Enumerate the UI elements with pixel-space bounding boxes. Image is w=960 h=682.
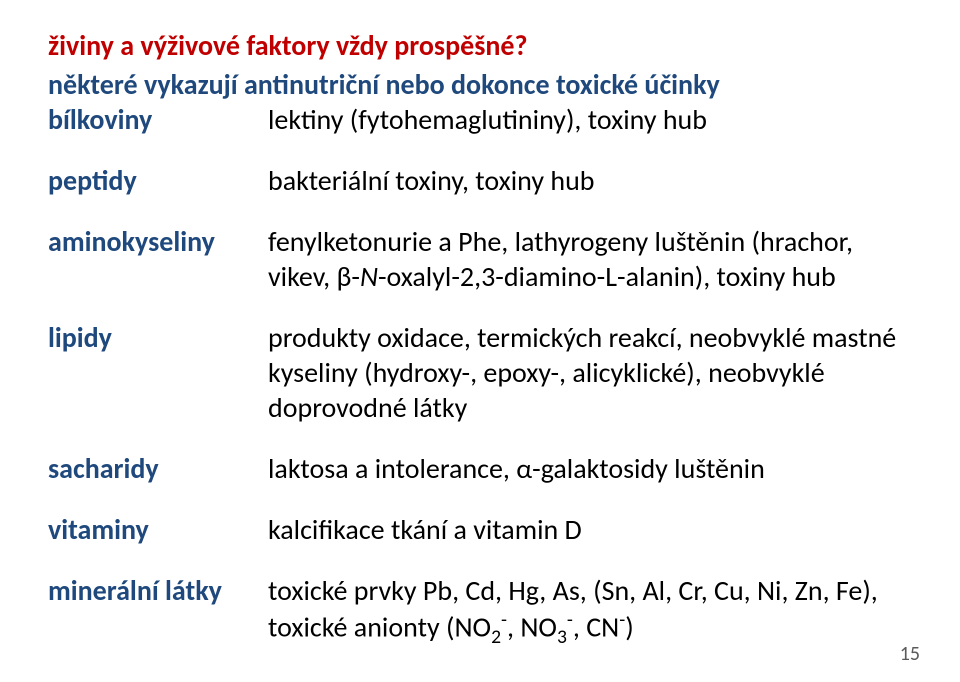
amino-b: -oxalyl-2,3-diamino- — [378, 259, 605, 294]
row-lipidy: lipidy produkty oxidace, termických reak… — [48, 320, 912, 425]
min-cn: , CN — [573, 609, 619, 644]
row-aminokyseliny: aminokyseliny fenylketonurie a Phe, lath… — [48, 224, 912, 294]
min-sub3: 3 — [557, 625, 567, 649]
term-mineralni: minerální látky — [48, 573, 268, 608]
amino-beta: β — [336, 259, 351, 294]
desc-aminokyseliny: fenylketonurie a Phe, lathyrogeny luštěn… — [268, 224, 912, 294]
amino-c: -alanin), toxiny hub — [617, 259, 836, 294]
desc-sacharidy: laktosa a intolerance, α-galaktosidy luš… — [268, 451, 765, 486]
term-sacharidy: sacharidy — [48, 451, 268, 486]
row-mineralni: minerální látky toxické prvky Pb, Cd, Hg… — [48, 573, 912, 649]
desc-vitaminy: kalcifikace tkání a vitamin D — [268, 512, 582, 547]
desc-mineralni: toxické prvky Pb, Cd, Hg, As, (Sn, Al, C… — [268, 573, 912, 649]
sach-b: -galaktosidy luštěnin — [532, 451, 765, 486]
desc-peptidy: bakteriální toxiny, toxiny hub — [268, 163, 594, 198]
term-lipidy: lipidy — [48, 320, 268, 355]
term-vitaminy: vitaminy — [48, 512, 268, 547]
page-title: živiny a výživové faktory vždy prospěšné… — [48, 28, 912, 63]
row-peptidy: peptidy bakteriální toxiny, toxiny hub — [48, 163, 912, 198]
min-sub2: 2 — [491, 625, 501, 649]
sach-a: laktosa a intolerance, — [268, 451, 516, 486]
amino-N: N — [360, 259, 378, 294]
min-paren: ) — [625, 609, 634, 644]
term-bilkoviny: bílkoviny — [48, 102, 268, 137]
term-aminokyseliny: aminokyseliny — [48, 224, 268, 259]
min-no3: , NO — [507, 609, 557, 644]
amino-hyphen1: - — [351, 259, 360, 294]
sach-alpha: α — [516, 451, 532, 486]
desc-lipidy: produkty oxidace, termických reakcí, neo… — [268, 320, 912, 425]
row-bilkoviny: bílkoviny lektiny (fytohemaglutininy), t… — [48, 102, 912, 137]
page-subtitle: některé vykazují antinutriční nebo dokon… — [48, 67, 912, 102]
term-peptidy: peptidy — [48, 163, 268, 198]
desc-bilkoviny: lektiny (fytohemaglutininy), toxiny hub — [268, 102, 707, 137]
row-sacharidy: sacharidy laktosa a intolerance, α-galak… — [48, 451, 912, 486]
amino-L: L — [605, 259, 617, 294]
page-number: 15 — [900, 642, 920, 666]
row-vitaminy: vitaminy kalcifikace tkání a vitamin D — [48, 512, 912, 547]
